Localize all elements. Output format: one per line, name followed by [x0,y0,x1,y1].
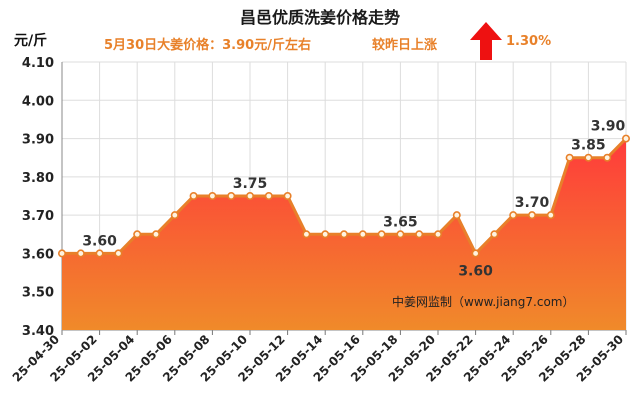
data-point [283,192,292,201]
y-tick-label: 3.70 [22,209,54,224]
data-point [302,230,311,239]
watermark: 中姜网监制（www.jiang7.com） [392,294,574,309]
data-point [170,211,179,220]
data-point [452,211,461,220]
data-point [133,230,142,239]
area-fill [62,138,626,330]
up-arrow-icon [470,22,502,60]
data-point [339,230,348,239]
y-tick-label: 3.40 [22,324,54,339]
data-point [584,153,593,162]
y-tick-label: 3.50 [22,286,54,301]
data-label: 3.90 [591,119,626,135]
y-tick-label: 4.10 [22,56,54,71]
change-percent: 1.30% [506,34,552,49]
y-tick-label: 3.60 [22,247,54,262]
data-point [396,230,405,239]
y-axis-unit-label: 元/斤 [14,33,48,49]
x-axis: 25-04-3025-05-0225-05-0425-05-0625-05-08… [10,329,627,385]
data-point [621,134,630,143]
data-point [565,153,574,162]
y-tick-label: 3.90 [22,133,54,148]
data-point [471,249,480,258]
data-point [603,153,612,162]
y-axis: 3.40 3.50 3.60 3.70 3.80 3.90 4.00 4.10 [22,56,63,339]
data-point [264,192,273,201]
price-summary: 5月30日大姜价格：3.90元/斤左右 [104,38,311,53]
data-point [57,249,66,258]
data-point [95,249,104,258]
data-point [358,230,367,239]
data-point [490,230,499,239]
area-series [62,138,626,330]
y-tick-label: 4.00 [22,94,54,109]
data-point [227,192,236,201]
data-point [246,192,255,201]
data-points [57,134,630,258]
data-labels: 3.60 3.75 3.65 3.60 3.70 3.85 3.90 [82,119,625,280]
change-label: 较昨日上涨 [372,38,438,53]
data-point [114,249,123,258]
data-point [377,230,386,239]
y-tick-label: 3.80 [22,171,54,186]
data-label: 3.70 [515,195,550,211]
data-point [527,211,536,220]
data-point [208,192,217,201]
data-point [321,230,330,239]
data-point [415,230,424,239]
data-point [152,230,161,239]
data-point [189,192,198,201]
data-point [76,249,85,258]
data-label: 3.65 [383,214,418,230]
data-label: 3.60 [82,233,117,249]
data-label: 3.60 [458,263,493,279]
data-label: 3.75 [233,176,268,192]
data-point [433,230,442,239]
data-point [546,211,555,220]
data-point [509,211,518,220]
data-label: 3.85 [571,138,606,154]
chart-title: 昌邑优质洗姜价格走势 [239,8,400,27]
